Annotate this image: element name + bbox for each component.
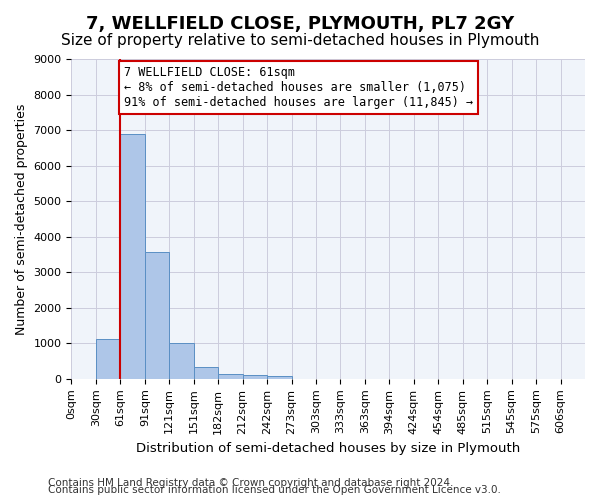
Text: 7 WELLFIELD CLOSE: 61sqm
← 8% of semi-detached houses are smaller (1,075)
91% of: 7 WELLFIELD CLOSE: 61sqm ← 8% of semi-de… (124, 66, 473, 109)
Text: Contains HM Land Registry data © Crown copyright and database right 2024.: Contains HM Land Registry data © Crown c… (48, 478, 454, 488)
Bar (218, 374, 242, 379)
Bar (145, 252, 169, 379)
Bar (121, 134, 145, 379)
Y-axis label: Number of semi-detached properties: Number of semi-detached properties (15, 103, 28, 334)
X-axis label: Distribution of semi-detached houses by size in Plymouth: Distribution of semi-detached houses by … (136, 442, 520, 455)
Bar (267, 376, 292, 379)
Bar (169, 344, 194, 379)
Text: Size of property relative to semi-detached houses in Plymouth: Size of property relative to semi-detach… (61, 32, 539, 48)
Bar (96, 339, 121, 379)
Text: Contains public sector information licensed under the Open Government Licence v3: Contains public sector information licen… (48, 485, 501, 495)
Bar (194, 367, 218, 379)
Text: 7, WELLFIELD CLOSE, PLYMOUTH, PL7 2GY: 7, WELLFIELD CLOSE, PLYMOUTH, PL7 2GY (86, 15, 514, 33)
Bar (242, 375, 267, 379)
